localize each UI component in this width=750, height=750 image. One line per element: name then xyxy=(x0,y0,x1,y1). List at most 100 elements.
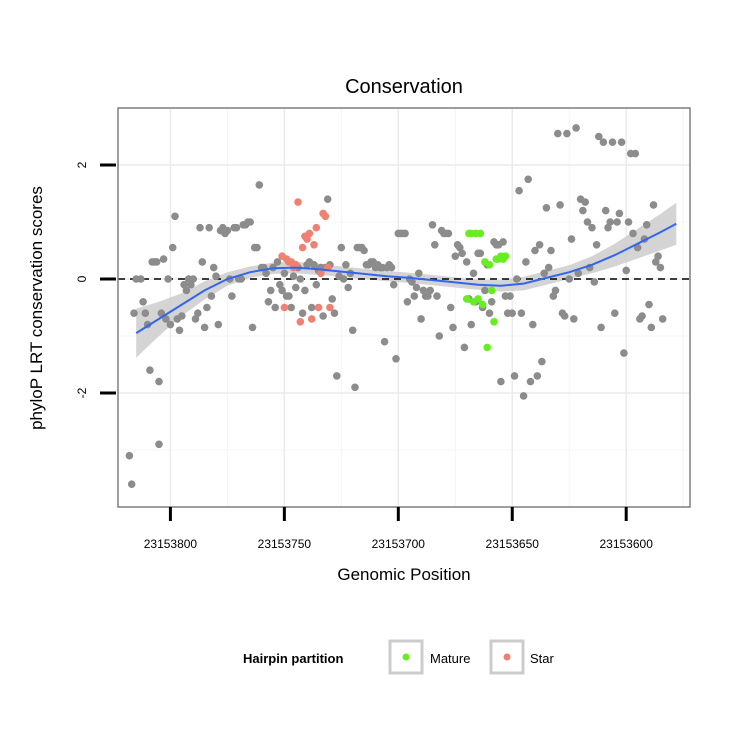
data-point-background xyxy=(642,221,651,229)
data-point-background xyxy=(535,241,544,249)
data-point-background xyxy=(656,263,665,272)
data-point-background xyxy=(424,292,432,300)
data-point-background xyxy=(456,243,464,252)
data-point-background xyxy=(647,323,656,332)
legend: Hairpin partition Mature Star xyxy=(243,639,555,675)
data-point-background xyxy=(415,269,423,278)
y-tick-label: -2 xyxy=(75,387,89,398)
data-point-background xyxy=(339,275,348,283)
data-point-background xyxy=(380,337,389,346)
data-point-background xyxy=(351,383,359,392)
data-point-background xyxy=(581,198,589,206)
data-point-mature xyxy=(485,261,494,269)
data-point-mature xyxy=(478,300,487,309)
data-point-background xyxy=(426,286,435,295)
panel-border xyxy=(117,107,691,508)
data-point-background xyxy=(529,320,537,329)
data-point-star xyxy=(298,243,307,252)
data-point-background xyxy=(533,372,542,380)
data-point-mature xyxy=(501,252,510,260)
data-point-star xyxy=(321,212,330,221)
data-point-background xyxy=(214,320,223,329)
points-layer xyxy=(125,124,667,489)
data-point-background xyxy=(253,243,261,252)
data-point-background xyxy=(146,366,154,375)
data-point-background xyxy=(481,286,489,295)
data-point-background xyxy=(337,243,346,252)
data-point-background xyxy=(137,275,145,283)
data-point-background xyxy=(200,323,209,332)
data-point-background xyxy=(228,292,236,300)
data-point-background xyxy=(588,223,596,232)
y-tick-label: 2 xyxy=(75,161,89,168)
data-point-background xyxy=(389,280,398,289)
data-point-background xyxy=(223,226,232,235)
data-point-background xyxy=(508,309,516,318)
data-point-star xyxy=(296,318,305,326)
legend-dot-star xyxy=(503,653,511,661)
data-point-background xyxy=(476,249,485,258)
data-point-background xyxy=(624,218,633,226)
data-point-background xyxy=(526,377,535,386)
data-point-background xyxy=(310,261,318,269)
data-point-background xyxy=(333,372,341,380)
data-point-background xyxy=(419,286,428,295)
data-point-background xyxy=(515,186,523,195)
data-point-background xyxy=(159,255,168,263)
x-tick-label: 23153800 xyxy=(144,537,198,551)
data-point-background xyxy=(638,312,646,320)
legend-key-mature xyxy=(388,639,424,675)
data-point-background xyxy=(428,221,437,229)
data-point-background xyxy=(392,355,400,363)
data-point-background xyxy=(330,309,339,318)
data-point-mature xyxy=(487,286,496,295)
data-point-background xyxy=(292,283,300,292)
data-point-background xyxy=(604,223,612,232)
data-point-background xyxy=(629,229,637,238)
legend-key-star xyxy=(489,639,525,675)
data-point-background xyxy=(615,209,624,218)
data-point-star xyxy=(310,241,318,249)
data-point-background xyxy=(408,278,416,286)
data-point-background xyxy=(583,218,592,226)
legend-label-mature: Mature xyxy=(430,651,470,666)
data-point-background xyxy=(348,326,357,335)
data-point-background xyxy=(611,309,619,318)
data-point-background xyxy=(531,246,539,255)
data-point-background xyxy=(166,320,175,329)
legend-label-star: Star xyxy=(530,651,555,666)
data-point-background xyxy=(276,280,284,289)
data-point-background xyxy=(178,312,186,320)
data-point-background xyxy=(549,292,558,300)
data-point-background xyxy=(191,315,200,323)
data-point-background xyxy=(590,278,599,286)
data-point-background xyxy=(574,269,583,278)
plot-panel xyxy=(117,107,691,508)
data-point-background xyxy=(342,261,350,269)
data-point-background xyxy=(579,206,587,215)
data-point-background xyxy=(524,175,532,184)
data-point-background xyxy=(560,312,569,320)
data-point-background xyxy=(469,269,478,278)
x-tick-label: 23153600 xyxy=(599,537,653,551)
data-point-background xyxy=(152,258,161,266)
data-point-background xyxy=(196,223,204,232)
data-point-background xyxy=(449,323,457,332)
data-point-background xyxy=(544,263,553,272)
data-point-background xyxy=(403,298,412,306)
smooth-line-layer xyxy=(135,222,677,334)
data-point-background xyxy=(458,249,466,258)
data-point-mature xyxy=(490,318,498,326)
legend-dot-mature xyxy=(402,653,410,661)
data-point-background xyxy=(460,343,469,352)
data-point-background xyxy=(433,292,441,300)
data-point-background xyxy=(155,440,163,449)
data-point-background xyxy=(175,326,184,335)
data-point-star xyxy=(294,198,302,206)
data-point-background xyxy=(613,218,621,226)
chart-title: Conservation xyxy=(345,76,463,98)
data-point-background xyxy=(654,252,662,260)
data-point-background xyxy=(608,138,617,146)
data-point-background xyxy=(620,349,628,357)
data-point-mature xyxy=(474,295,482,303)
